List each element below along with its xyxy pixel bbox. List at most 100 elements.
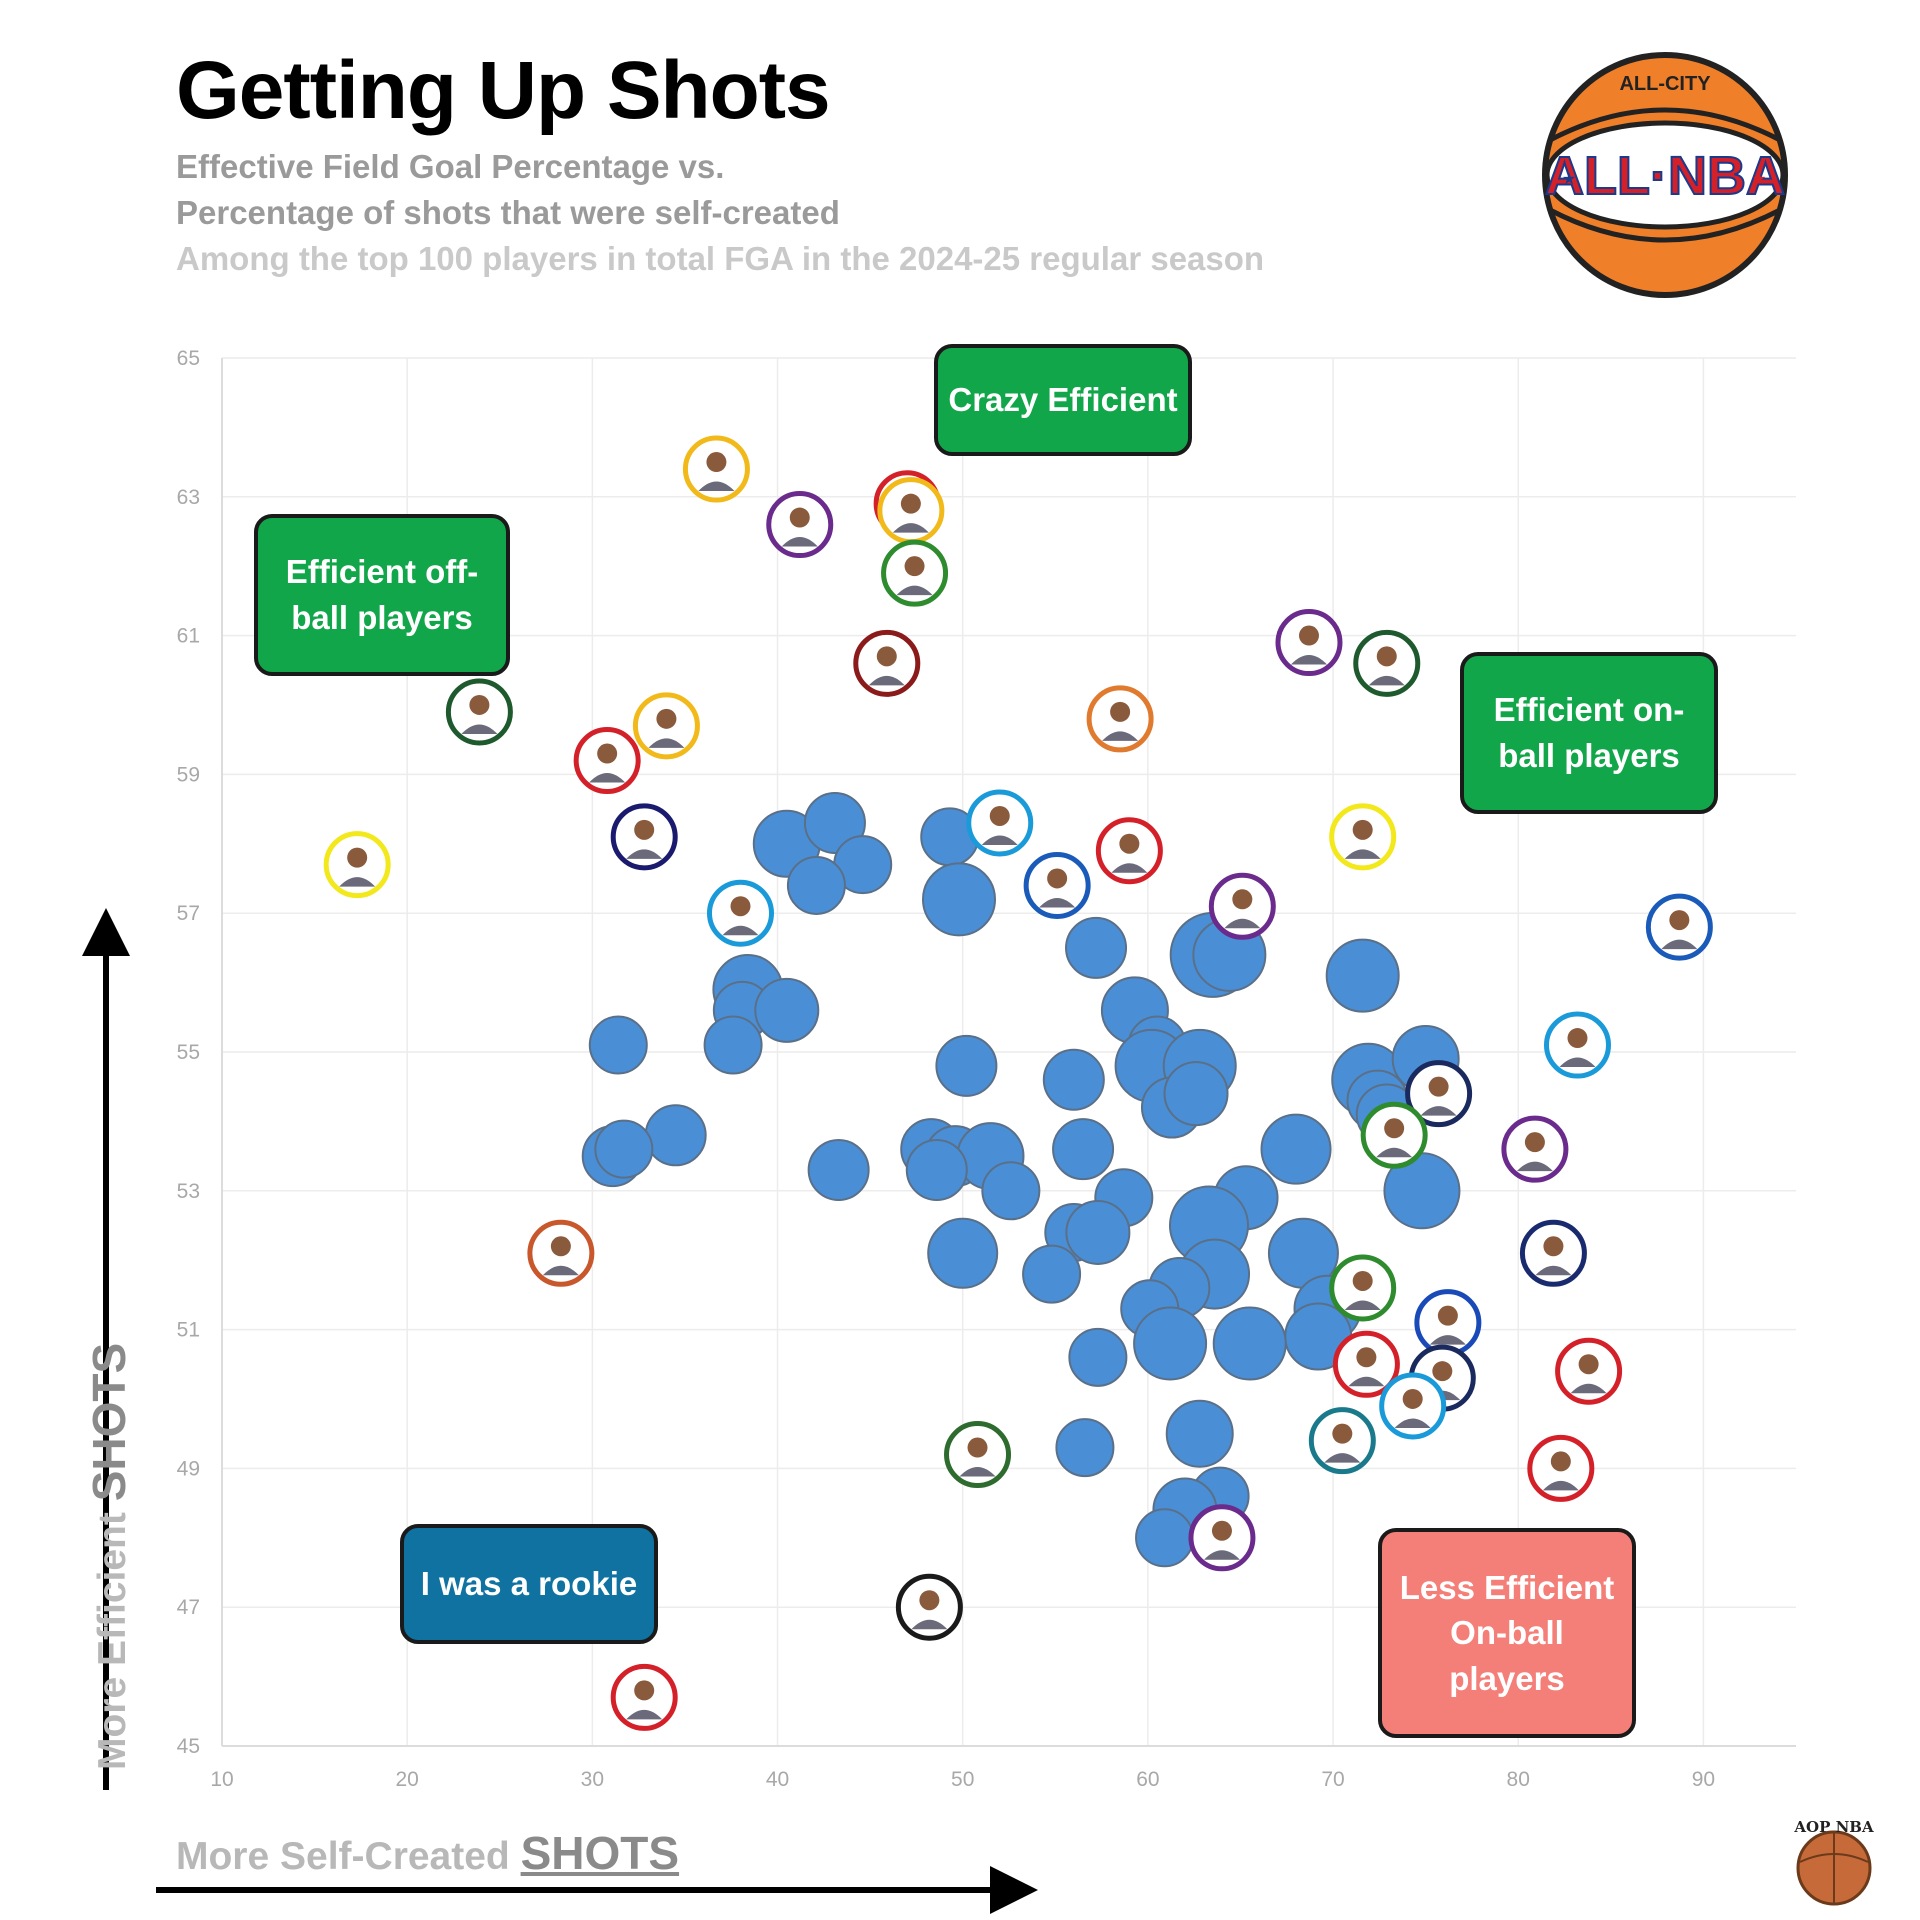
player-headshot-marker [632, 692, 700, 760]
headshot-series [323, 435, 1713, 1731]
player-headshot-marker [1086, 685, 1154, 753]
y-tick-label: 47 [177, 1596, 200, 1619]
player-bubble [1133, 1306, 1208, 1381]
player-bubble [588, 1015, 648, 1075]
headshot-face-icon [1352, 819, 1373, 840]
player-headshot-marker [944, 1421, 1012, 1489]
y-tick-label: 49 [177, 1457, 200, 1480]
player-bubble [703, 1015, 763, 1075]
player-bubble [1163, 1061, 1229, 1127]
player-headshot-marker [1519, 1219, 1587, 1287]
headshot-shoulders-icon [1376, 1147, 1413, 1158]
headshot-shoulders-icon [1542, 1480, 1579, 1491]
y-tick-label: 51 [177, 1319, 200, 1342]
player-bubble [905, 1138, 968, 1201]
player-bubble [644, 1104, 707, 1167]
headshot-face-icon [989, 805, 1010, 826]
headshot-shoulders-icon [461, 724, 498, 734]
y-axis-title: More Efficient SHOTS [82, 1343, 136, 1770]
headshot-face-icon [1669, 910, 1690, 931]
headshot-face-icon [1232, 889, 1253, 910]
player-headshot-marker [1360, 1101, 1428, 1169]
logo-star-left: ★ [1562, 169, 1576, 188]
headshot-shoulders-icon [981, 835, 1018, 845]
annotation-rookie: I was a rookie [400, 1524, 658, 1644]
headshot-shoulders-icon [1203, 1550, 1240, 1560]
player-bubble [981, 1161, 1041, 1221]
headshot-shoulders-icon [1535, 1265, 1572, 1276]
x-axis-title: More Self-Created SHOTS [176, 1826, 679, 1880]
player-bubble [803, 791, 866, 854]
headshot-shoulders-icon [1368, 675, 1405, 686]
headshot-shoulders-icon [896, 585, 933, 596]
headshot-shoulders-icon [1661, 939, 1698, 950]
player-bubble [1042, 1048, 1105, 1111]
player-headshot-marker [1414, 1289, 1482, 1357]
player-headshot-marker [1332, 1330, 1400, 1398]
x-tick-label: 10 [210, 1768, 233, 1791]
headshot-face-icon [1110, 701, 1131, 722]
player-headshot-marker [573, 727, 641, 795]
headshot-face-icon [1211, 1520, 1232, 1541]
x-tick-label: 60 [1136, 1768, 1159, 1791]
headshot-face-icon [1428, 1076, 1449, 1097]
headshot-face-icon [1298, 625, 1319, 646]
player-headshot-marker [1379, 1372, 1447, 1440]
x-tick-label: 20 [395, 1768, 418, 1791]
headshot-shoulders-icon [339, 877, 376, 887]
headshot-shoulders-icon [722, 925, 759, 936]
headshot-shoulders-icon [1111, 863, 1148, 873]
annotation-efficient-on-ball: Efficient on-ball players [1460, 652, 1718, 814]
player-bubble [1022, 1244, 1082, 1304]
headshot-shoulders-icon [1224, 918, 1261, 929]
x-axis-title-strong: SHOTS [520, 1827, 680, 1879]
player-headshot-marker [445, 678, 513, 746]
y-tick-label: 53 [177, 1180, 200, 1203]
player-bubble [1065, 1199, 1131, 1265]
player-bubble [922, 862, 997, 937]
player-headshot-marker [1308, 1407, 1376, 1475]
player-headshot-marker [682, 435, 750, 503]
headshot-face-icon [706, 452, 727, 473]
aop-nba-logo: AOP NBA [1793, 1818, 1874, 1906]
x-tick-label: 40 [766, 1768, 789, 1791]
headshot-face-icon [347, 847, 368, 868]
headshot-shoulders-icon [1394, 1418, 1431, 1428]
headshot-face-icon [1550, 1451, 1571, 1472]
headshot-shoulders-icon [1344, 1300, 1381, 1310]
headshot-face-icon [1524, 1132, 1545, 1153]
headshot-face-icon [904, 556, 925, 577]
headshot-shoulders-icon [1570, 1383, 1607, 1394]
headshot-shoulders-icon [781, 537, 818, 547]
headshot-shoulders-icon [648, 738, 685, 748]
player-headshot-marker [966, 789, 1034, 857]
headshot-shoulders-icon [1420, 1106, 1457, 1116]
player-headshot-marker [766, 491, 834, 559]
annotation-less-efficient-on-ball: Less Efficient On-ball players [1378, 1528, 1636, 1738]
headshot-face-icon [730, 896, 751, 917]
headshot-face-icon [1543, 1236, 1564, 1257]
headshot-face-icon [469, 694, 490, 715]
headshot-shoulders-icon [589, 773, 626, 783]
logo-star-right: ★ [1752, 169, 1766, 188]
subtitle-line-1: Effective Field Goal Percentage vs. [176, 148, 725, 185]
headshot-face-icon [1047, 868, 1068, 889]
headshot-shoulders-icon [1344, 849, 1381, 859]
headshot-shoulders-icon [698, 481, 735, 492]
headshot-shoulders-icon [892, 523, 929, 533]
headshot-shoulders-icon [868, 675, 905, 686]
player-bubble [1052, 1118, 1115, 1181]
y-tick-label: 57 [177, 902, 200, 925]
headshot-shoulders-icon [1102, 731, 1139, 741]
chart-title: Getting Up Shots [176, 45, 831, 136]
headshot-face-icon [656, 708, 677, 729]
player-bubble [754, 977, 820, 1043]
headshot-face-icon [550, 1236, 571, 1257]
player-headshot-marker [1329, 803, 1397, 871]
y-tick-label: 45 [177, 1735, 200, 1758]
headshot-shoulders-icon [1559, 1057, 1596, 1068]
x-tick-label: 90 [1692, 1768, 1715, 1791]
player-bubble [1165, 1399, 1234, 1468]
headshot-shoulders-icon [1429, 1335, 1466, 1345]
player-headshot-marker [610, 803, 678, 871]
